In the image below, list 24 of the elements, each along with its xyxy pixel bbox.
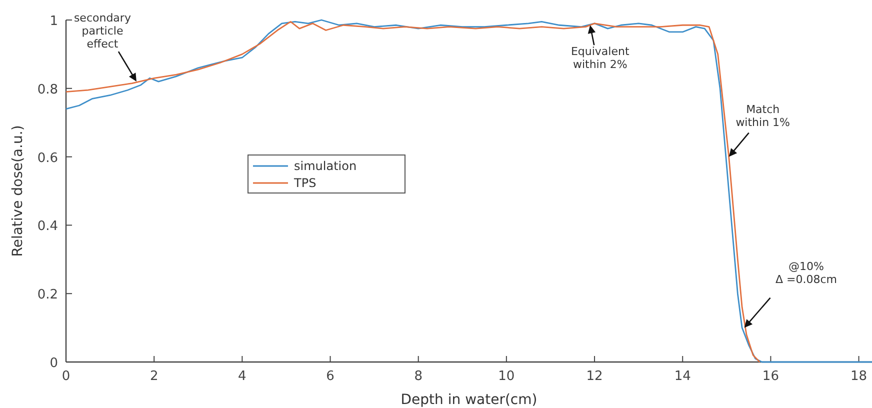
legend-label: TPS xyxy=(293,176,316,190)
y-tick-label: 0.6 xyxy=(37,150,58,166)
y-tick-label: 0.8 xyxy=(37,82,58,98)
y-tick-label: 0 xyxy=(50,356,58,371)
annotation: Equivalent within 2% xyxy=(570,45,630,72)
x-tick-label: 12 xyxy=(586,369,603,384)
x-tick-label: 2 xyxy=(150,369,158,384)
x-tick-label: 14 xyxy=(674,369,691,384)
annotation: Match within 1% xyxy=(736,102,790,129)
legend-label: simulation xyxy=(294,159,357,173)
y-tick-label: 1 xyxy=(50,14,58,29)
y-tick-label: 0.4 xyxy=(37,219,58,234)
y-tick-label: 0.2 xyxy=(37,288,58,303)
x-tick-label: 8 xyxy=(414,369,422,384)
annotation: secondary particle effect xyxy=(74,12,132,51)
x-tick-label: 4 xyxy=(238,369,246,384)
x-tick-label: 10 xyxy=(498,369,515,384)
y-axis-title: Relative dose(a.u.) xyxy=(10,125,26,257)
x-tick-label: 6 xyxy=(326,369,334,384)
x-tick-label: 16 xyxy=(762,369,779,384)
x-tick-label: 0 xyxy=(62,369,70,384)
x-axis-title: Depth in water(cm) xyxy=(400,392,538,408)
x-tick-label: 18 xyxy=(850,369,868,384)
annotation: @10% Δ =0.08cm xyxy=(776,260,838,286)
